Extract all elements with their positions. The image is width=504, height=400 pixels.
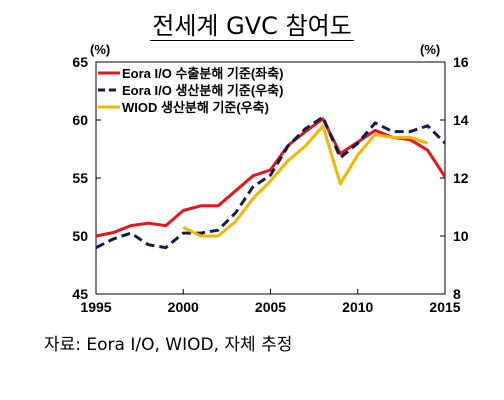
left-axis-tick-label: 45 xyxy=(72,286,88,302)
right-axis-tick-label: 8 xyxy=(453,286,461,302)
series-line-3 xyxy=(182,124,429,238)
series-line-2 xyxy=(95,115,447,250)
source-note: 자료: Eora I/O, WIOD, 자체 추정 xyxy=(44,335,293,355)
left-axis-tick-label: 65 xyxy=(72,54,88,70)
left-axis-tick-label: 50 xyxy=(72,228,88,244)
x-axis-tick-label: 2010 xyxy=(342,299,373,315)
legend-label-2: Eora I/O 생산분해 기준(우축) xyxy=(122,83,283,98)
chart-title-text: 전세계 GVC 참여도 xyxy=(150,12,354,41)
right-axis-tick-label: 12 xyxy=(453,170,469,186)
x-axis-tick-label: 2005 xyxy=(255,299,286,315)
legend: Eora I/O 수출분해 기준(좌축) Eora I/O 생산분해 기준(우축)… xyxy=(98,66,283,115)
right-axis-tick-label: 10 xyxy=(453,228,469,244)
left-axis-tick-label: 55 xyxy=(72,170,88,186)
left-axis-tick-label: 60 xyxy=(72,112,88,128)
x-axis-tick-label: 2000 xyxy=(168,299,199,315)
right-axis-unit: (%) xyxy=(420,42,440,57)
right-axis-tick-label: 14 xyxy=(453,112,469,128)
x-axis-tick-label: 1995 xyxy=(80,299,111,315)
legend-label-1: Eora I/O 수출분해 기준(좌축) xyxy=(122,66,283,81)
right-axis-tick-label: 16 xyxy=(453,54,469,70)
legend-label-3: WIOD 생산분해 기준(우축) xyxy=(122,100,269,115)
chart-title: 전세계 GVC 참여도 xyxy=(0,6,504,41)
left-axis-unit: (%) xyxy=(90,42,110,57)
x-axis-tick-label: 2015 xyxy=(429,299,460,315)
